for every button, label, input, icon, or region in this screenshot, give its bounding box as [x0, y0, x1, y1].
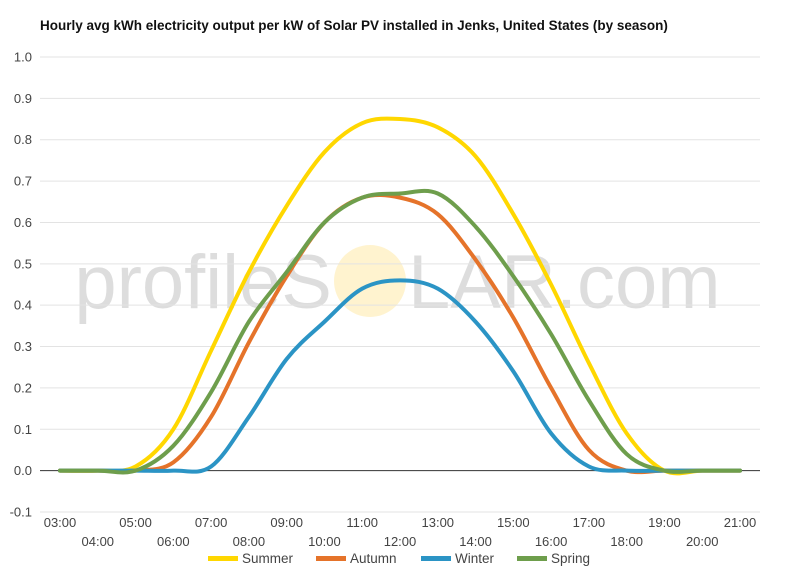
- x-tick-label: 13:00: [422, 515, 455, 530]
- y-tick-label: 0.9: [14, 91, 32, 106]
- chart-title: Hourly avg kWh electricity output per kW…: [40, 18, 668, 33]
- x-tick-label: 19:00: [648, 515, 681, 530]
- legend-item-autumn: Autumn: [316, 551, 397, 566]
- x-tick-label: 05:00: [119, 515, 152, 530]
- x-tick-label: 09:00: [270, 515, 303, 530]
- y-tick-label: 0.7: [14, 174, 32, 189]
- x-tick-label: 18:00: [610, 534, 643, 549]
- legend-item-winter: Winter: [421, 551, 495, 566]
- watermark-sun-icon: [334, 245, 406, 317]
- x-tick-label: 16:00: [535, 534, 568, 549]
- legend-swatch-winter: [421, 556, 451, 561]
- series-line-summer: [58, 116, 742, 476]
- y-tick-label: 1.0: [14, 50, 32, 65]
- legend-label-autumn: Autumn: [350, 551, 397, 566]
- legend-swatch-spring: [517, 556, 547, 561]
- y-tick-label: 0.6: [14, 215, 32, 230]
- x-tick-label: 04:00: [82, 534, 115, 549]
- y-tick-label: -0.1: [10, 505, 32, 520]
- legend-label-winter: Winter: [455, 551, 495, 566]
- x-tick-label: 17:00: [573, 515, 606, 530]
- x-tick-label: 07:00: [195, 515, 228, 530]
- y-tick-label: 0.4: [14, 298, 32, 313]
- legend-swatch-autumn: [316, 556, 346, 561]
- watermark-text-left: profileS: [74, 240, 332, 325]
- y-tick-label: 0.1: [14, 422, 32, 437]
- x-tick-label: 15:00: [497, 515, 530, 530]
- x-tick-label: 06:00: [157, 534, 190, 549]
- series-line-winter: [58, 278, 742, 474]
- y-tick-label: 0.8: [14, 132, 32, 147]
- y-tick-label: 0.2: [14, 380, 32, 395]
- x-tick-label: 21:00: [724, 515, 757, 530]
- x-tick-label: 08:00: [233, 534, 266, 549]
- series-line-autumn: [58, 193, 742, 475]
- y-tick-label: 0.5: [14, 256, 32, 271]
- legend-item-summer: Summer: [208, 551, 294, 566]
- y-tick-label: 0.0: [14, 463, 32, 478]
- y-tick-label: 0.3: [14, 339, 32, 354]
- x-tick-label: 10:00: [308, 534, 341, 549]
- x-tick-label: 14:00: [459, 534, 492, 549]
- x-tick-label: 03:00: [44, 515, 77, 530]
- x-tick-label: 11:00: [346, 515, 378, 530]
- x-tick-label: 12:00: [384, 534, 417, 549]
- legend-item-spring: Spring: [517, 551, 590, 566]
- watermark: profileS LAR.com: [74, 240, 720, 325]
- series-line-spring: [58, 188, 742, 475]
- legend-label-summer: Summer: [242, 551, 294, 566]
- legend-swatch-summer: [208, 556, 238, 561]
- x-tick-label: 20:00: [686, 534, 719, 549]
- legend-label-spring: Spring: [551, 551, 590, 566]
